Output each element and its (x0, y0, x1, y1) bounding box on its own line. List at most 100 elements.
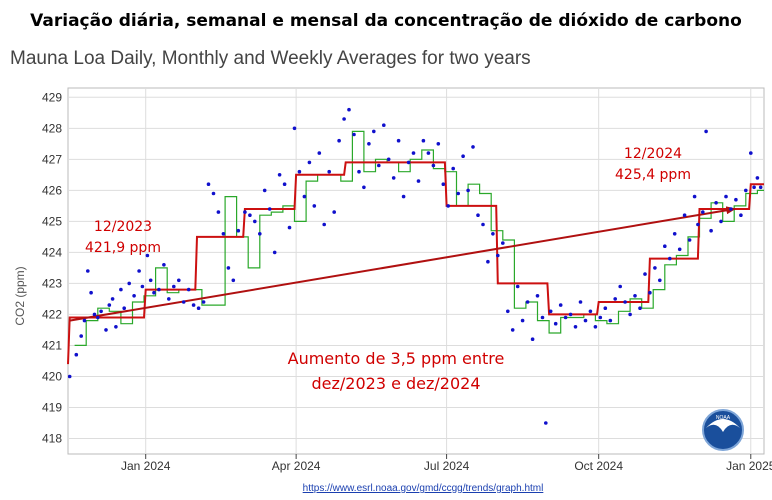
daily-point (446, 204, 451, 208)
daily-point (406, 160, 411, 165)
y-tick-label: 421 (42, 338, 62, 352)
daily-point (426, 151, 431, 155)
y-tick-label: 419 (42, 400, 62, 414)
daily-point (231, 278, 236, 283)
daily-point (110, 297, 115, 301)
daily-point (719, 219, 723, 224)
x-tick-label: Jan 2025 (726, 459, 772, 473)
daily-point (386, 157, 391, 162)
daily-point (739, 213, 743, 217)
daily-point (211, 191, 216, 196)
daily-point (258, 232, 262, 236)
daily-point (486, 259, 490, 264)
daily-point (593, 325, 598, 329)
weekly-average-line (74, 130, 764, 346)
annotation-increase-line1: Aumento de 3,5 ppm entre (288, 349, 505, 368)
y-axis-label: CO2 (ppm) (13, 266, 27, 325)
y-tick-label: 429 (42, 90, 62, 104)
daily-point (758, 185, 763, 190)
daily-point (122, 306, 126, 311)
daily-point (668, 256, 672, 261)
daily-point (578, 300, 583, 304)
daily-point (633, 294, 637, 298)
daily-point (687, 238, 692, 242)
grid-lines (68, 88, 764, 454)
daily-point (701, 210, 705, 214)
daily-point (292, 126, 297, 131)
daily-point (82, 318, 87, 323)
daily-points (67, 107, 763, 425)
daily-point (709, 228, 713, 233)
daily-point (540, 315, 545, 320)
daily-point (357, 169, 361, 174)
source-link[interactable]: https://www.esrl.noaa.gov/gmd/ccgg/trend… (303, 483, 544, 494)
daily-point (648, 290, 652, 295)
daily-point (451, 166, 456, 171)
daily-point (167, 297, 171, 301)
y-tick-label: 422 (42, 307, 62, 321)
daily-point (658, 278, 662, 283)
daily-point (530, 337, 535, 342)
annotation-dec2024-value: 425,4 ppm (615, 167, 691, 183)
daily-point (510, 328, 515, 332)
daily-point (307, 160, 312, 165)
daily-point (436, 142, 441, 146)
noaa-logo: NOAA (702, 409, 744, 451)
daily-point (476, 213, 480, 217)
daily-point (137, 269, 141, 273)
x-tick-label: Jan 2024 (121, 459, 171, 473)
annotation-dec2024-date: 12/2024 (624, 146, 682, 162)
daily-point (603, 306, 608, 311)
daily-point (362, 185, 366, 190)
daily-point (267, 207, 272, 211)
daily-point (201, 300, 206, 304)
daily-point (140, 284, 145, 289)
daily-point (206, 182, 211, 186)
daily-point (749, 151, 753, 155)
daily-point (104, 328, 108, 332)
daily-point (86, 269, 90, 273)
daily-point (322, 222, 327, 227)
daily-point (327, 169, 332, 174)
daily-point (491, 232, 495, 236)
y-tick-label: 425 (42, 214, 62, 228)
daily-point (501, 241, 505, 245)
daily-point (391, 176, 396, 180)
daily-point (471, 145, 475, 149)
daily-point (724, 194, 728, 199)
daily-point (186, 287, 191, 292)
daily-point (253, 219, 257, 224)
daily-point (114, 325, 118, 329)
daily-point (456, 191, 461, 196)
daily-point (337, 138, 341, 143)
daily-point (558, 303, 563, 307)
x-tick-label: Apr 2024 (272, 459, 321, 473)
daily-point (191, 303, 196, 307)
daily-point (401, 194, 406, 199)
daily-point (704, 129, 708, 134)
daily-point (74, 352, 79, 357)
daily-point (628, 312, 632, 317)
daily-point (221, 232, 226, 236)
y-axis-ticks: 418 419 420 421 422 423 424 425 426 427 428 429 (42, 90, 62, 445)
noaa-logo-text: NOAA (716, 415, 731, 421)
daily-point (382, 123, 386, 127)
y-tick-label: 424 (42, 245, 62, 259)
y-tick-label: 420 (42, 369, 62, 383)
daily-point (347, 107, 351, 112)
y-tick-label: 418 (42, 431, 62, 445)
daily-point (535, 294, 540, 298)
daily-point (196, 306, 201, 311)
daily-point (525, 300, 530, 304)
daily-point (79, 334, 83, 338)
daily-point (352, 132, 356, 137)
daily-point (312, 204, 317, 208)
daily-point (563, 315, 568, 320)
daily-point (520, 318, 525, 323)
daily-point (714, 201, 718, 205)
daily-point (613, 297, 617, 301)
daily-point (672, 232, 677, 236)
daily-point (177, 278, 181, 283)
daily-point (372, 129, 376, 134)
daily-point (282, 182, 287, 186)
